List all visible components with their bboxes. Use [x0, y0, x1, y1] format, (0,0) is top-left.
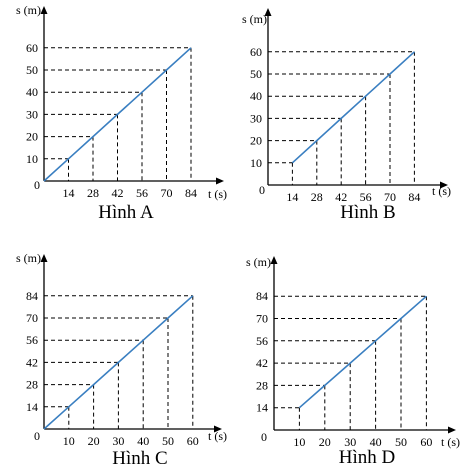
x-tick-label: 84: [185, 186, 197, 200]
x-axis-arrow-icon: [216, 177, 224, 185]
y-tick-label: 20: [26, 130, 38, 144]
x-tick-label: 56: [360, 190, 372, 204]
y-tick-label: 60: [26, 41, 38, 55]
x-axis-label: t (s): [208, 187, 227, 201]
y-tick-label: 56: [26, 333, 38, 347]
x-tick-label: 84: [408, 190, 420, 204]
x-axis-label: t (s): [208, 429, 227, 443]
series-line: [43, 295, 194, 430]
y-tick-label: 40: [250, 89, 262, 103]
series-line: [291, 51, 415, 164]
origin-label: 0: [259, 183, 265, 197]
x-tick-label: 20: [88, 434, 100, 448]
x-axis-arrow-icon: [214, 425, 222, 433]
y-tick-label: 56: [256, 334, 268, 348]
x-tick-label: 42: [112, 186, 124, 200]
x-tick-label: 50: [395, 435, 407, 449]
y-tick-label: 70: [256, 312, 268, 326]
x-tick-label: 10: [293, 435, 305, 449]
y-tick-label: 10: [250, 156, 262, 170]
x-tick-label: 14: [286, 190, 298, 204]
y-tick-label: 30: [250, 111, 262, 125]
chart-title: Hình D: [339, 447, 395, 468]
x-tick-label: 40: [137, 434, 149, 448]
y-tick-label: 28: [256, 378, 268, 392]
origin-label: 0: [261, 430, 267, 444]
y-axis-label: s (m): [246, 255, 271, 269]
x-tick-label: 60: [187, 434, 199, 448]
y-tick-label: 10: [26, 152, 38, 166]
x-tick-label: 56: [136, 186, 148, 200]
x-tick-label: 40: [370, 435, 382, 449]
chart-panel-3: 10 20 30 40 50 60 14 28 42 56 70 84 0 s (m) t (s) Hình …: [16, 251, 227, 469]
x-axis-arrow-icon: [440, 181, 448, 189]
series-line: [43, 47, 192, 182]
origin-label: 0: [34, 429, 40, 443]
y-tick-label: 30: [26, 107, 38, 121]
series-line: [298, 295, 427, 409]
chart-panel-1: 14 28 42 56 70 84 10 20 30 40 50 60 0 s (m) t (s) Hình …: [16, 3, 227, 223]
y-axis-label: s (m): [242, 12, 267, 26]
chart-title: Hình A: [98, 202, 154, 223]
x-axis-arrow-icon: [448, 426, 456, 434]
y-axis-arrow-icon: [40, 254, 48, 262]
y-tick-label: 28: [26, 378, 38, 392]
x-tick-label: 30: [112, 434, 124, 448]
x-axis-label: t (s): [441, 435, 460, 449]
x-tick-label: 60: [420, 435, 432, 449]
y-tick-label: 84: [256, 289, 268, 303]
chart-title: Hình C: [112, 448, 167, 469]
y-axis-label: s (m): [16, 251, 41, 265]
x-tick-label: 10: [63, 434, 75, 448]
y-tick-label: 14: [256, 401, 268, 415]
y-axis-arrow-icon: [264, 8, 272, 16]
x-tick-label: 20: [319, 435, 331, 449]
y-tick-label: 50: [26, 63, 38, 77]
x-tick-label: 28: [311, 190, 323, 204]
y-tick-label: 60: [250, 45, 262, 59]
y-axis-arrow-icon: [270, 256, 278, 264]
y-tick-label: 70: [26, 311, 38, 325]
x-tick-label: 42: [335, 190, 347, 204]
y-axis-label: s (m): [16, 3, 41, 17]
y-tick-label: 42: [26, 355, 38, 369]
y-tick-label: 20: [250, 134, 262, 148]
y-tick-label: 14: [26, 400, 38, 414]
chart-panel-4: 10 20 30 40 50 60 14 28 42 56 70 84 0 s (m) t (s) Hình …: [246, 255, 460, 468]
x-tick-label: 28: [87, 186, 99, 200]
x-tick-label: 50: [162, 434, 174, 448]
x-tick-label: 70: [161, 186, 173, 200]
chart-panel-2: 14 28 42 56 70 84 10 20 30 40 50 60 0 s (m) t (s) Hình …: [242, 8, 451, 223]
x-tick-label: 14: [63, 186, 75, 200]
x-axis-label: t (s): [432, 184, 451, 198]
y-axis-arrow-icon: [40, 6, 48, 14]
y-tick-label: 50: [250, 67, 262, 81]
x-tick-label: 30: [344, 435, 356, 449]
y-tick-label: 42: [256, 356, 268, 370]
origin-label: 0: [34, 178, 40, 192]
y-tick-label: 40: [26, 85, 38, 99]
y-tick-label: 84: [26, 289, 38, 303]
x-tick-label: 70: [384, 190, 396, 204]
chart-title: Hình B: [340, 202, 395, 223]
